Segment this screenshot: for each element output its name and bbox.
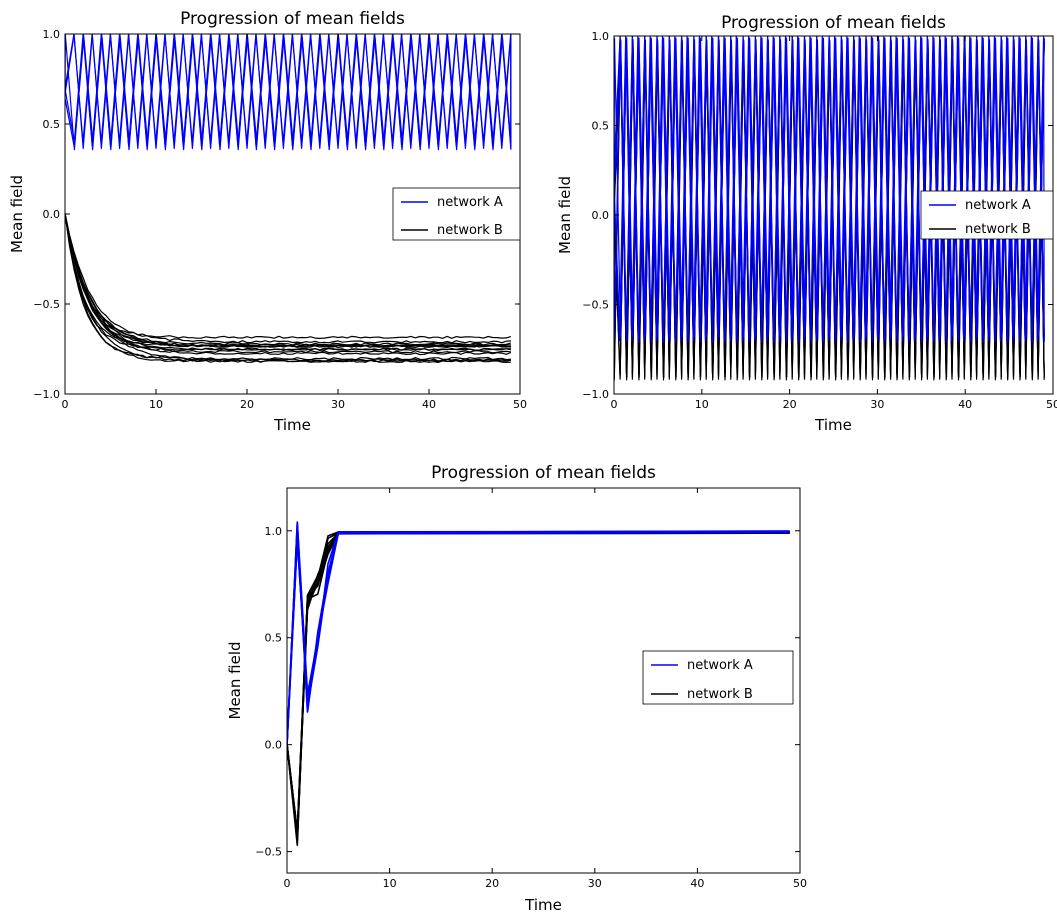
x-tick-label: 10 [149, 398, 163, 411]
x-tick-label: 30 [331, 398, 345, 411]
y-tick-label: 0.0 [265, 739, 283, 752]
chart-3: 0 10 20 30 40 50 −0.5 0.0 0.5 1.0 Progression of m… [226, 463, 807, 914]
y-tick-label: −1.0 [582, 388, 609, 401]
y-tick-label: −0.5 [255, 846, 282, 859]
series-line-network-b-0 [65, 214, 512, 346]
series-line-network-b-3 [65, 213, 511, 344]
x-tick-label: 10 [695, 398, 709, 411]
x-axis-label: Time [273, 416, 311, 434]
legend-label: network A [437, 195, 503, 210]
y-axis-label: Mean field [226, 641, 244, 719]
x-tick-label: 20 [240, 398, 254, 411]
legend: network A network B [920, 190, 1054, 240]
series-line-network-b-10 [65, 213, 512, 362]
series-line-network-a-1 [287, 530, 790, 744]
x-tick-label: 40 [958, 398, 972, 411]
series-line-network-b-11 [65, 214, 512, 339]
series-line-network-a-0 [287, 524, 790, 745]
y-tick-label: 1.0 [265, 525, 283, 538]
series-line-network-a-3 [287, 521, 790, 744]
chart-title: Progression of mean fields [721, 13, 946, 33]
legend: network A network B [392, 187, 521, 241]
x-tick-label: 20 [783, 398, 797, 411]
legend-label: network A [687, 658, 753, 673]
x-tick-label: 50 [793, 877, 807, 890]
legend-box [392, 187, 521, 241]
x-tick-label: 30 [870, 398, 884, 411]
series-line-network-a-5 [287, 530, 790, 746]
legend-box [920, 190, 1054, 240]
x-tick-label: 40 [422, 398, 436, 411]
legend-label: network B [687, 687, 753, 702]
series-line-network-a-4 [65, 34, 512, 147]
plot-lines [614, 36, 1045, 381]
legend-label: network A [965, 198, 1031, 213]
x-tick-label: 20 [485, 877, 499, 890]
legend-label: network B [437, 223, 503, 238]
x-axis-label: Time [814, 416, 852, 434]
series-line-network-a-3 [65, 34, 512, 150]
y-tick-label: 1.0 [592, 30, 610, 43]
y-tick-label: 0.0 [592, 209, 610, 222]
series-line-network-b-7 [65, 213, 511, 361]
chart-2: 0 10 20 30 40 50 −1.0 −0.5 0.0 0.5 1.0 Progression … [556, 13, 1057, 434]
series-line-network-b-4 [65, 214, 511, 354]
legend: network A network B [642, 650, 794, 705]
y-tick-label: −0.5 [33, 298, 60, 311]
plot-lines [287, 521, 790, 846]
legend-label: network B [965, 222, 1031, 237]
y-tick-label: −1.0 [33, 388, 60, 401]
chart-1: 0 10 20 30 40 50 −1.0 −0.5 0.0 0.5 1.0 Progression … [8, 9, 527, 434]
x-tick-label: 10 [383, 877, 397, 890]
y-tick-label: 0.5 [265, 632, 283, 645]
series-line-network-b-14 [65, 213, 512, 348]
chart-title: Progression of mean fields [180, 9, 405, 29]
y-tick-label: 1.0 [43, 28, 61, 41]
x-tick-label: 50 [1046, 398, 1057, 411]
y-tick-label: 0.0 [43, 208, 61, 221]
y-axis-label: Mean field [556, 176, 574, 254]
series-line-network-a-4 [287, 521, 790, 744]
y-tick-label: 0.5 [592, 120, 610, 133]
y-tick-label: −0.5 [582, 299, 609, 312]
x-axis-label: Time [524, 896, 562, 914]
chart-title: Progression of mean fields [431, 463, 656, 483]
series-line-network-a-5 [614, 37, 1045, 338]
x-tick-label: 0 [62, 398, 69, 411]
plot-frame [286, 487, 801, 874]
series-line-network-a-2 [287, 531, 790, 745]
x-tick-label: 0 [284, 877, 291, 890]
x-tick-label: 30 [588, 877, 602, 890]
y-axis-label: Mean field [8, 175, 26, 253]
x-tick-label: 50 [513, 398, 527, 411]
x-tick-label: 0 [611, 398, 618, 411]
legend-box [642, 650, 794, 705]
x-tick-label: 40 [690, 877, 704, 890]
plot-lines [65, 34, 512, 363]
series-line-network-b-12 [65, 213, 511, 351]
y-tick-label: 0.5 [43, 118, 61, 131]
